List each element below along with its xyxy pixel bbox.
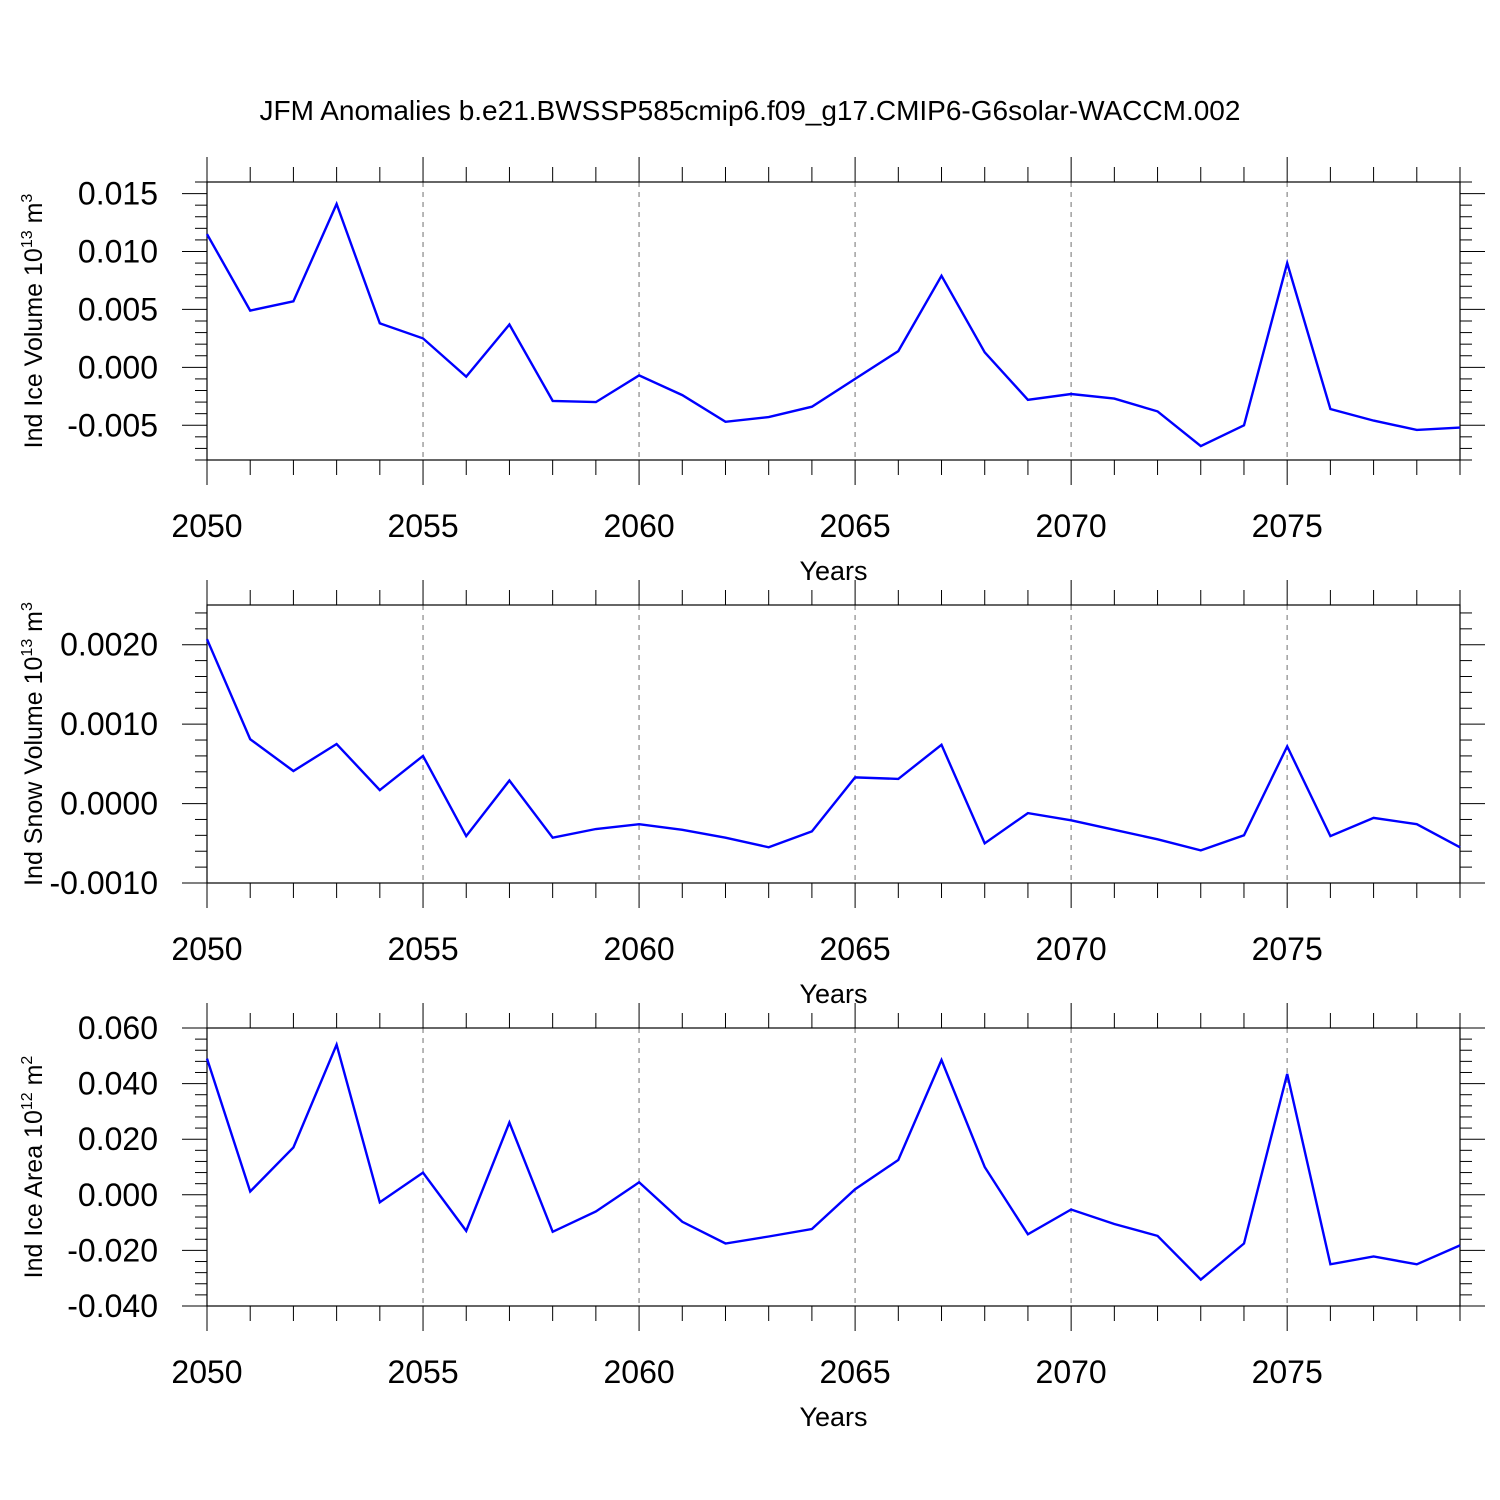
y-axis-label: Ind Ice Volume 1013 m3	[19, 194, 48, 449]
y-tick-label: -0.020	[67, 1232, 158, 1268]
plot-frame	[206, 604, 1461, 884]
y-axis-label-part: m	[20, 611, 48, 639]
x-tick-label: 2060	[603, 508, 674, 544]
y-tick-label: 0.015	[78, 176, 158, 212]
y-tick-label: -0.040	[67, 1288, 158, 1324]
y-axis-label-superscript: 13	[19, 639, 36, 657]
x-tick-label: 2050	[171, 931, 242, 967]
y-axis-label-part: Ind Ice Area 10	[20, 1110, 48, 1278]
x-tick-label: 2050	[171, 508, 242, 544]
y-axis-label-part: Ind Ice Volume 10	[20, 248, 48, 448]
y-tick-label: 0.000	[78, 349, 158, 385]
panel-1: -0.005 0.000 0.005 0.010 0.015 2050 2055 2060 20…	[19, 157, 1485, 586]
x-tick-label: 2055	[387, 931, 458, 967]
x-tick-label: 2065	[820, 508, 891, 544]
y-axis-label-part: Ind Snow Volume 10	[20, 657, 48, 886]
y-tick-label: 0.000	[78, 1177, 158, 1213]
y-axis-label-superscript: 12	[19, 1092, 36, 1110]
y-axis-label-part: m	[20, 203, 48, 231]
x-tick-label: 2070	[1036, 931, 1107, 967]
x-tick-label: 2075	[1252, 931, 1323, 967]
x-tick-label: 2075	[1252, 508, 1323, 544]
x-axis-label: Years	[799, 979, 867, 1009]
series-line	[205, 200, 1461, 448]
x-tick-label: 2070	[1036, 508, 1107, 544]
y-tick-label: 0.0000	[60, 786, 158, 822]
x-tick-label: 2055	[387, 1354, 458, 1390]
x-tick-label: 2060	[603, 1354, 674, 1390]
x-axis-label: Years	[799, 1402, 867, 1432]
x-tick-label: 2075	[1252, 1354, 1323, 1390]
y-tick-label: 0.010	[78, 234, 158, 270]
y-tick-label: -0.0010	[49, 865, 158, 901]
panel-2: -0.0010 0.0000 0.0010 0.0020 2050 2055 2060 206…	[19, 580, 1485, 1009]
y-axis-label-superscript: 3	[19, 602, 36, 611]
y-axis-label: Ind Snow Volume 1013 m3	[19, 602, 48, 886]
y-tick-label: 0.020	[78, 1121, 158, 1157]
y-axis-label-superscript: 13	[19, 230, 36, 248]
y-tick-label: 0.005	[78, 291, 158, 327]
y-axis-label: Ind Ice Area 1012 m2	[19, 1056, 48, 1279]
y-tick-label: 0.0010	[60, 706, 158, 742]
x-tick-label: 2065	[820, 931, 891, 967]
x-tick-label: 2050	[171, 1354, 242, 1390]
x-tick-label: 2065	[820, 1354, 891, 1390]
plot-frame	[206, 1027, 1461, 1307]
y-axis-label-superscript: 3	[19, 194, 36, 203]
y-axis-label-superscript: 2	[19, 1056, 36, 1065]
figure-title: JFM Anomalies b.e21.BWSSP585cmip6.f09_g1…	[260, 95, 1241, 126]
y-tick-label: 0.060	[78, 1010, 158, 1046]
y-tick-label: -0.005	[67, 407, 158, 443]
x-tick-label: 2070	[1036, 1354, 1107, 1390]
x-tick-label: 2055	[387, 508, 458, 544]
x-axis-label: Years	[799, 556, 867, 586]
y-tick-label: 0.040	[78, 1066, 158, 1102]
panel-3: -0.040 -0.020 0.000 0.020 0.040 0.060 2050 2055…	[19, 1003, 1485, 1432]
x-tick-label: 2060	[603, 931, 674, 967]
series-line	[205, 1041, 1461, 1282]
y-axis-label-part: m	[20, 1065, 48, 1093]
series-line	[205, 638, 1461, 852]
y-tick-label: 0.0020	[60, 627, 158, 663]
